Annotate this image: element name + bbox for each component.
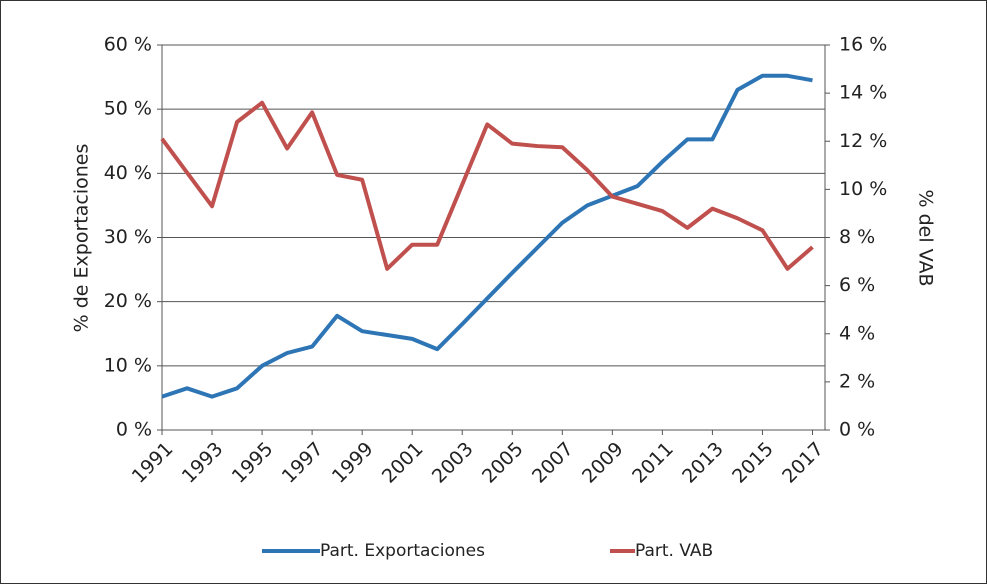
y2-tick-label: 10 %	[839, 178, 887, 200]
series-line	[160, 100, 814, 271]
y2-tick-label: 4 %	[839, 322, 875, 344]
series-line	[161, 73, 813, 399]
y-tick-label: 50 %	[104, 98, 152, 120]
y2-tick-label: 0 %	[839, 419, 875, 441]
y2-tick-label: 16 %	[839, 34, 887, 56]
y2-axis-title: % del VAB	[915, 190, 937, 287]
y-tick-label: 40 %	[104, 162, 152, 184]
y-tick-label: 60 %	[104, 34, 152, 56]
y-tick-label: 0 %	[116, 419, 152, 441]
y-tick-label: 10 %	[104, 354, 152, 376]
y-tick-label: 20 %	[104, 290, 152, 312]
y2-tick-label: 6 %	[839, 274, 875, 296]
y-tick-label: 30 %	[104, 226, 152, 248]
y2-tick-label: 8 %	[839, 226, 875, 248]
y2-tick-label: 14 %	[839, 82, 887, 104]
y2-tick-label: 2 %	[839, 370, 875, 392]
y2-tick-label: 12 %	[839, 130, 887, 152]
legend-label: Part. VAB	[635, 541, 713, 561]
legend-label: Part. Exportaciones	[320, 541, 485, 561]
legend: Part. Exportaciones Part. VAB	[262, 541, 713, 561]
y-axis-title: % de Exportaciones	[71, 144, 93, 333]
